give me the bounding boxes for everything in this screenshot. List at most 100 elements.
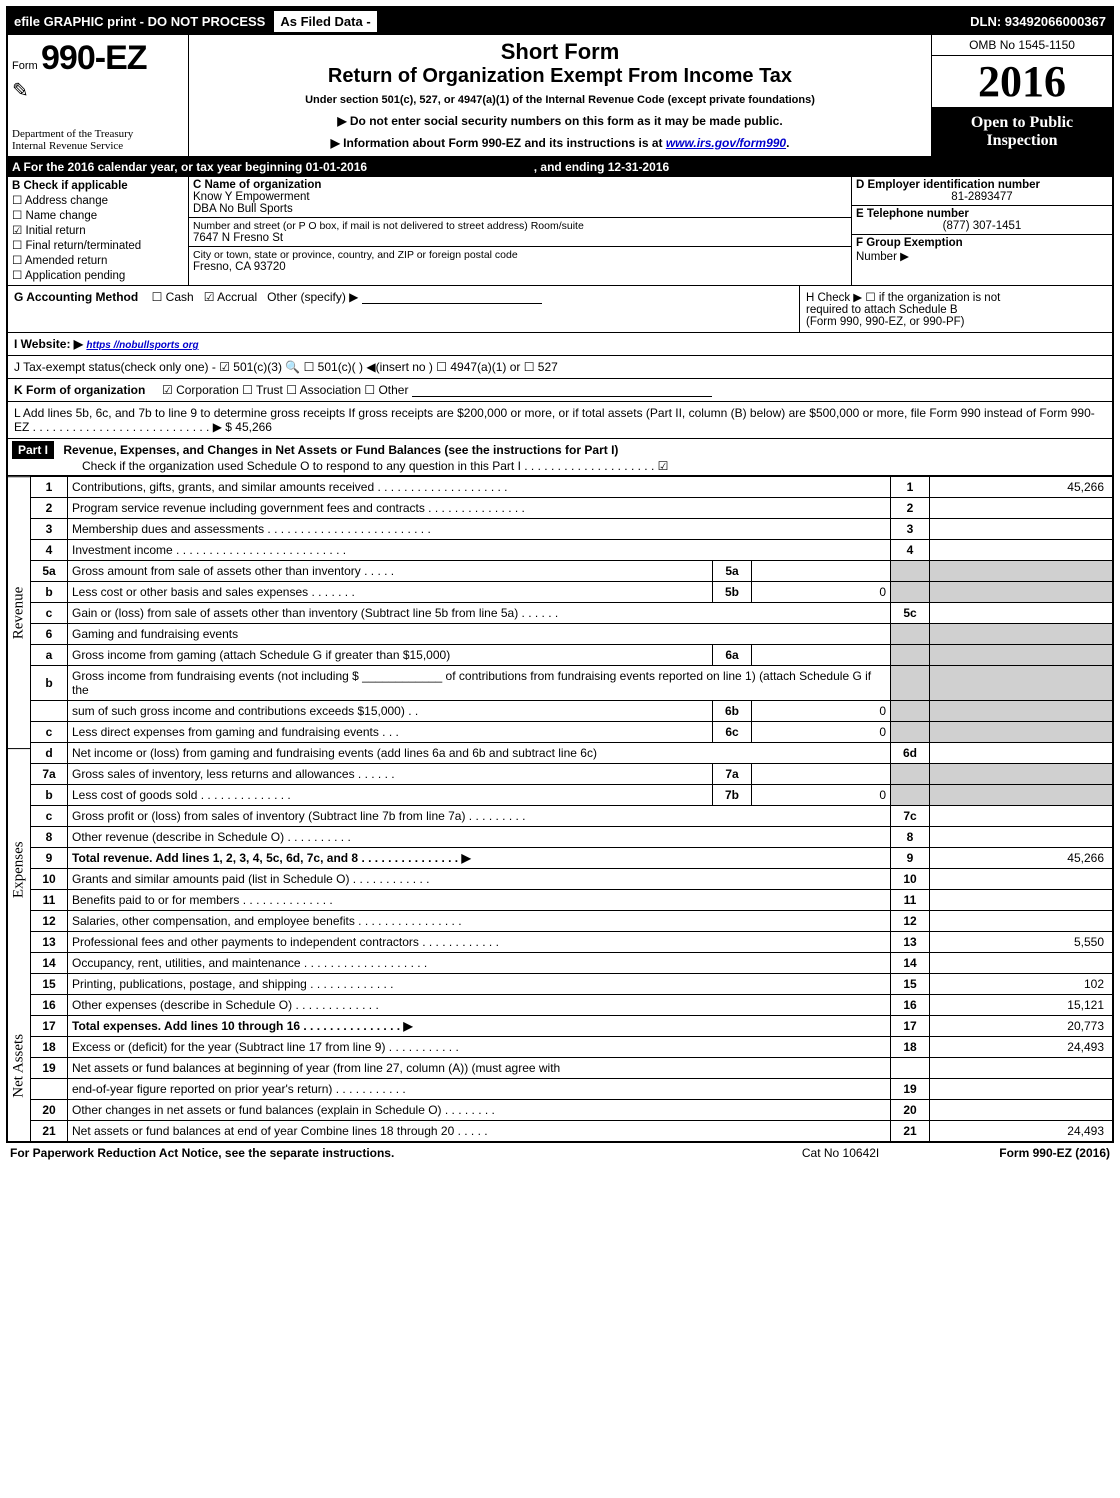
line-description: Occupancy, rent, utilities, and maintena… bbox=[68, 953, 891, 974]
line-row: 8Other revenue (describe in Schedule O) … bbox=[31, 827, 1112, 848]
open-line1: Open to Public bbox=[934, 114, 1110, 132]
line-row: 1Contributions, gifts, grants, and simil… bbox=[31, 477, 1112, 498]
line-box-number: 9 bbox=[891, 848, 930, 869]
checkbox-icon: ☐ bbox=[12, 240, 22, 252]
line-box-number: 2 bbox=[891, 498, 930, 519]
line-row: bLess cost of goods sold . . . . . . . .… bbox=[31, 785, 1112, 806]
dept-treasury: Department of the Treasury bbox=[12, 128, 133, 140]
street-address: 7647 N Fresno St bbox=[193, 232, 847, 244]
line-box-number bbox=[891, 701, 930, 722]
line-row: 6Gaming and fundraising events bbox=[31, 624, 1112, 645]
city-block: City or town, state or province, country… bbox=[189, 247, 851, 275]
line-description: Net assets or fund balances at beginning… bbox=[68, 1058, 891, 1079]
line-box-value bbox=[930, 603, 1113, 624]
line-number: c bbox=[31, 722, 68, 743]
line-description: Program service revenue including govern… bbox=[68, 498, 891, 519]
top-bar: efile GRAPHIC print - DO NOT PROCESS As … bbox=[8, 8, 1112, 35]
line-row: 20Other changes in net assets or fund ba… bbox=[31, 1100, 1112, 1121]
line-row: 2Program service revenue including gover… bbox=[31, 498, 1112, 519]
part-1-title: Revenue, Expenses, and Changes in Net As… bbox=[63, 443, 618, 457]
line-description: Professional fees and other payments to … bbox=[68, 932, 891, 953]
part-1-body: Revenue Expenses Net Assets 1Contributio… bbox=[8, 476, 1112, 1141]
line-box-number: 16 bbox=[891, 995, 930, 1016]
line-box-number bbox=[891, 764, 930, 785]
h-text2: required to attach Schedule B bbox=[806, 304, 1106, 316]
line-number: 19 bbox=[31, 1058, 68, 1079]
line-number: 7a bbox=[31, 764, 68, 785]
instr-2: ▶ Information about Form 990-EZ and its … bbox=[197, 136, 923, 150]
b-heading: B Check if applicable bbox=[12, 180, 128, 192]
addr-label: Number and street (or P O box, if mail i… bbox=[193, 220, 847, 232]
side-revenue: Revenue bbox=[8, 476, 30, 748]
line-box-number: 11 bbox=[891, 890, 930, 911]
line-number: 14 bbox=[31, 953, 68, 974]
line-description: Salaries, other compensation, and employ… bbox=[68, 911, 891, 932]
header-right: OMB No 1545-1150 2016 Open to Public Ins… bbox=[931, 35, 1112, 156]
line-description: Gross sales of inventory, less returns a… bbox=[68, 764, 713, 785]
lines-table: 1Contributions, gifts, grants, and simil… bbox=[31, 476, 1112, 1141]
e-block: E Telephone number (877) 307-1451 bbox=[852, 206, 1112, 235]
inner-box-value bbox=[752, 764, 891, 785]
form-prefix: Form bbox=[12, 60, 38, 72]
line-number: c bbox=[31, 806, 68, 827]
line-box-number bbox=[891, 666, 930, 701]
inner-box-number: 5a bbox=[713, 561, 752, 582]
short-form-label: Short Form bbox=[197, 39, 923, 65]
line-description: Net assets or fund balances at end of ye… bbox=[68, 1121, 891, 1142]
line-number: 2 bbox=[31, 498, 68, 519]
line-row: cGain or (loss) from sale of assets othe… bbox=[31, 603, 1112, 624]
line-row: bGross income from fundraising events (n… bbox=[31, 666, 1112, 701]
line-box-number bbox=[891, 561, 930, 582]
line-row: 7aGross sales of inventory, less returns… bbox=[31, 764, 1112, 785]
line-box-number bbox=[891, 582, 930, 603]
line-box-number: 19 bbox=[891, 1079, 930, 1100]
checkbox-label: Address change bbox=[25, 195, 108, 207]
form-number: 990-EZ bbox=[41, 39, 147, 77]
checkbox-item: ☐ Amended return bbox=[12, 253, 184, 267]
line-description: Membership dues and assessments . . . . … bbox=[68, 519, 891, 540]
inner-box-value bbox=[752, 561, 891, 582]
d-block: D Employer identification number 81-2893… bbox=[852, 177, 1112, 206]
line-box-value bbox=[930, 806, 1113, 827]
line-description: Net income or (loss) from gaming and fun… bbox=[68, 743, 891, 764]
line-description: Other changes in net assets or fund bala… bbox=[68, 1100, 891, 1121]
checkbox-label: Final return/terminated bbox=[26, 240, 142, 252]
line-number: 18 bbox=[31, 1037, 68, 1058]
line-box-value bbox=[930, 645, 1113, 666]
line-description: Grants and similar amounts paid (list in… bbox=[68, 869, 891, 890]
irs-link[interactable]: www.irs.gov/form990 bbox=[666, 136, 786, 150]
line-number bbox=[31, 701, 68, 722]
inner-box-number: 6c bbox=[713, 722, 752, 743]
line-row: 10Grants and similar amounts paid (list … bbox=[31, 869, 1112, 890]
header: Form 990-EZ ✎ Department of the Treasury… bbox=[8, 35, 1112, 158]
under-section: Under section 501(c), 527, or 4947(a)(1)… bbox=[197, 94, 923, 106]
g-label: G Accounting Method bbox=[14, 290, 138, 304]
line-box-number bbox=[891, 624, 930, 645]
line-number: 21 bbox=[31, 1121, 68, 1142]
c-label: C Name of organization bbox=[193, 179, 321, 191]
instr-1: ▶ Do not enter social security numbers o… bbox=[197, 114, 923, 128]
line-box-value bbox=[930, 890, 1113, 911]
form-title: Return of Organization Exempt From Incom… bbox=[197, 65, 923, 88]
line-box-number bbox=[891, 645, 930, 666]
line-description: Gross income from gaming (attach Schedul… bbox=[68, 645, 713, 666]
section-b-row: B Check if applicable ☐ Address change ☐ … bbox=[8, 177, 1112, 286]
line-box-number: 13 bbox=[891, 932, 930, 953]
line-row: cGross profit or (loss) from sales of in… bbox=[31, 806, 1112, 827]
line-a-ending: , and ending 12-31-2016 bbox=[534, 160, 669, 174]
line-box-number: 8 bbox=[891, 827, 930, 848]
section-c-block: C Name of organization Know Y Empowermen… bbox=[189, 177, 852, 285]
line-number: 15 bbox=[31, 974, 68, 995]
g-cash: ☐ Cash bbox=[152, 290, 194, 304]
form-container: efile GRAPHIC print - DO NOT PROCESS As … bbox=[6, 6, 1114, 1143]
line-row: 14Occupancy, rent, utilities, and mainte… bbox=[31, 953, 1112, 974]
c-name-block: C Name of organization Know Y Empowermen… bbox=[189, 177, 851, 218]
k-options: ☑ Corporation ☐ Trust ☐ Association ☐ Ot… bbox=[162, 383, 408, 397]
line-number: 11 bbox=[31, 890, 68, 911]
line-row: 15Printing, publications, postage, and s… bbox=[31, 974, 1112, 995]
line-box-value bbox=[930, 666, 1113, 701]
dln-number: DLN: 93492066000367 bbox=[964, 11, 1112, 32]
inner-box-value: 0 bbox=[752, 701, 891, 722]
checkbox-icon: ☐ bbox=[12, 255, 22, 267]
website-link[interactable]: https //nobullsports org bbox=[86, 340, 198, 351]
